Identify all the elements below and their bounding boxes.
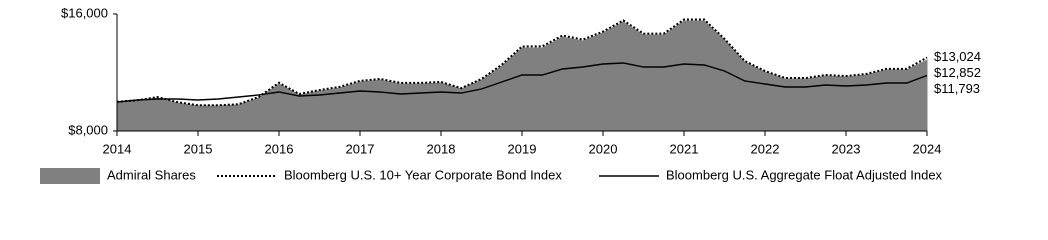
x-tick-label: 2022 bbox=[751, 141, 780, 156]
x-tick-label: 2020 bbox=[589, 141, 618, 156]
line bbox=[116, 18, 928, 107]
line bbox=[116, 62, 928, 103]
end-label: $11,793 bbox=[934, 81, 980, 96]
x-tick-label: 2017 bbox=[346, 141, 375, 156]
end-label: $13,024 bbox=[934, 49, 981, 64]
legend-label: Bloomberg U.S. Aggregate Float Adjusted … bbox=[666, 167, 943, 182]
x-tick-label: 2021 bbox=[670, 141, 699, 156]
legend-swatch bbox=[40, 168, 100, 184]
x-tick-label: 2023 bbox=[832, 141, 861, 156]
x-tick-label: 2024 bbox=[913, 141, 942, 156]
legend-label: Bloomberg U.S. 10+ Year Corporate Bond I… bbox=[284, 167, 562, 182]
legend-label: Admiral Shares bbox=[107, 167, 196, 182]
y-tick-label: $16,000 bbox=[61, 5, 108, 20]
y-tick-label: $8,000 bbox=[68, 122, 108, 137]
x-tick-label: 2014 bbox=[103, 141, 132, 156]
x-tick-label: 2015 bbox=[184, 141, 213, 156]
x-tick-label: 2019 bbox=[508, 141, 537, 156]
chart: $8,000 $16,000 2014 2015 2016 2017 2018 2019 202… bbox=[40, 5, 981, 184]
end-label: $12,852 bbox=[934, 65, 981, 80]
x-tick-label: 2018 bbox=[427, 141, 456, 156]
x-tick-label: 2016 bbox=[265, 141, 294, 156]
area bbox=[116, 20, 928, 132]
